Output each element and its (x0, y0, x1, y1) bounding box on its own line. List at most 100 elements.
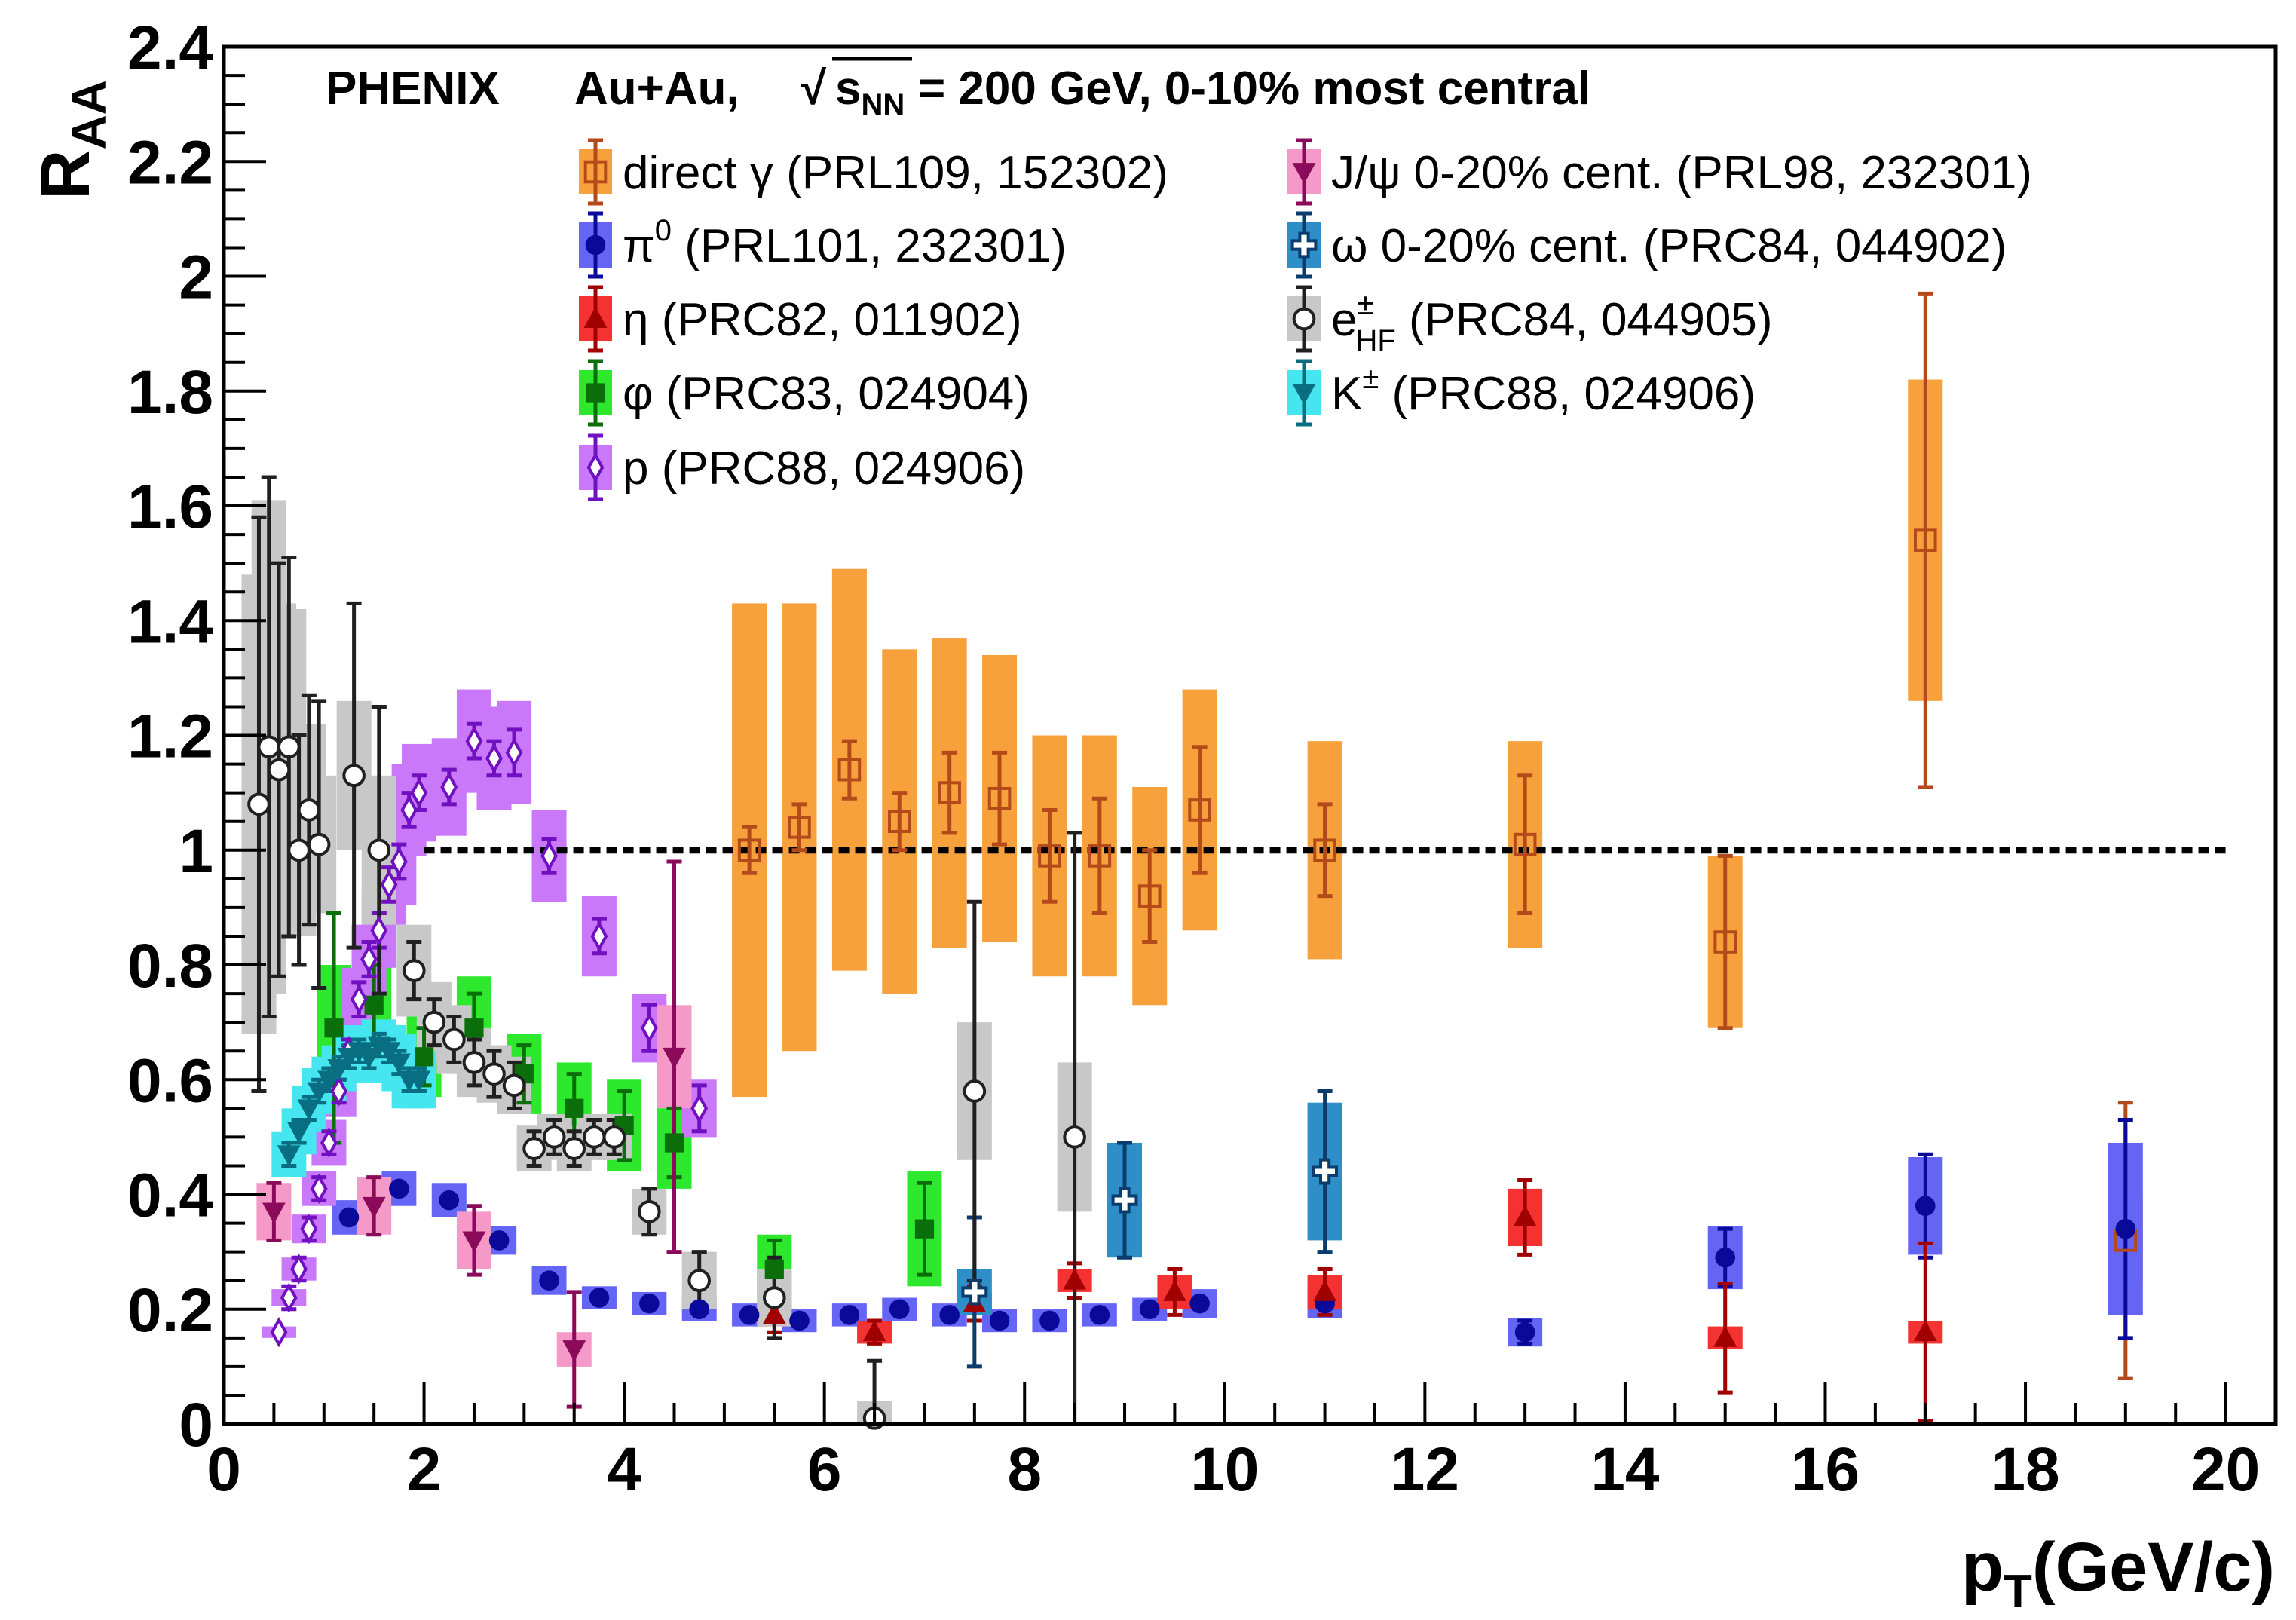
data-point-epm-hf (482, 1062, 506, 1086)
chart-header: PHENIX Au+Au, √ sNN = 200 GeV, 0-10% mos… (326, 57, 1590, 121)
data-point-phi (364, 995, 384, 1015)
legend-label: η (PRC82, 011902) (623, 294, 1022, 346)
data-point-p (360, 944, 378, 975)
data-point-pi0 (439, 1190, 460, 1211)
legend-name: η (623, 294, 648, 346)
y-tick-label: 1.4 (127, 587, 213, 656)
legend-name: K (1331, 368, 1362, 420)
legend-reference: (PRL101, 232301) (672, 220, 1067, 272)
data-point-epm-hf (267, 758, 291, 782)
legend-label: π0 (PRL101, 232301) (623, 214, 1067, 272)
x-tick-label: 4 (607, 1435, 641, 1504)
data-point-pi0 (1139, 1299, 1160, 1320)
x-tick-label: 20 (2191, 1435, 2260, 1504)
data-point-epm-hf (257, 735, 281, 759)
legend-name: π (623, 220, 655, 272)
legend-label: p (PRC88, 024906) (623, 443, 1025, 495)
y-tick-label: 0.8 (127, 932, 213, 1000)
data-point-p (640, 1012, 658, 1043)
data-point-direct-gamma (1713, 930, 1737, 954)
x-tick-label: 18 (1991, 1435, 2059, 1504)
data-point-p (300, 1214, 318, 1245)
data-markers (247, 528, 2138, 1430)
data-point-kpm (407, 1070, 431, 1092)
legend-marker (585, 234, 606, 256)
data-point-p (350, 984, 368, 1015)
y-tick-label: 1.8 (127, 358, 213, 427)
err-group-direct-gamma (742, 291, 2133, 1380)
legend-marker (586, 452, 605, 483)
legend-reference: (PRL109, 152302) (773, 147, 1168, 199)
legend-entry-kpm: K± (PRC88, 024906) (1287, 359, 1756, 427)
data-point-eta (1163, 1279, 1186, 1301)
data-point-pi0 (488, 1230, 510, 1251)
data-point-epm-hf (462, 1051, 486, 1074)
data-point-pi0 (2115, 1218, 2136, 1239)
data-point-eta (1063, 1268, 1087, 1290)
legend-reference: (PRC88, 024906) (648, 443, 1025, 495)
data-point-omega (1312, 1158, 1338, 1185)
data-point-epm-hf (687, 1269, 712, 1292)
legend-marker (1290, 231, 1318, 259)
data-point-epm-hf (422, 1010, 446, 1034)
x-axis-ticks: 0 2 4 6 8 10 12 14 16 18 20 (207, 1382, 2260, 1504)
legend-marker (1292, 307, 1316, 331)
data-point-pi0 (989, 1310, 1010, 1331)
sqrt-symbol: √ (801, 63, 827, 115)
data-point-p (400, 795, 418, 825)
data-point-j-psi (362, 1196, 386, 1218)
data-point-direct-gamma (1137, 884, 1162, 908)
data-point-direct-gamma (987, 786, 1012, 810)
data-point-p (280, 1282, 298, 1313)
data-point-omega (961, 1279, 988, 1306)
legend-marker (586, 383, 605, 403)
legend-superscript: ± (1357, 288, 1373, 321)
legend-superscript: 0 (655, 214, 672, 247)
y-tick-label: 2 (179, 243, 213, 312)
data-point-kpm (287, 1122, 311, 1144)
data-point-p (380, 869, 398, 900)
data-point-kpm (357, 1047, 381, 1069)
data-point-p (320, 1127, 338, 1159)
data-point-epm-hf (277, 735, 301, 759)
data-point-pi0 (689, 1299, 710, 1320)
x-tick-label: 10 (1190, 1435, 1259, 1504)
data-point-kpm (307, 1082, 331, 1104)
legend-marker (1292, 384, 1316, 406)
legend-marker (583, 306, 608, 328)
data-point-pi0 (338, 1207, 360, 1228)
legend-name: ω 0-20% cent. (1331, 220, 1630, 272)
y-tick-label: 2.4 (127, 14, 213, 82)
x-tick-label: 0 (207, 1435, 241, 1504)
data-point-kpm (317, 1070, 341, 1092)
data-point-pi0 (389, 1178, 409, 1199)
legend-subscript: HF (1355, 324, 1395, 357)
data-point-p (485, 743, 503, 774)
marker-group-pi0 (338, 1178, 2136, 1343)
data-point-phi (914, 1219, 935, 1239)
legend-entry-phi: φ (PRC83, 024904) (579, 359, 1030, 427)
data-point-direct-gamma (1038, 844, 1061, 868)
data-point-kpm (277, 1145, 301, 1167)
data-point-p (390, 846, 408, 877)
x-tick-label: 6 (807, 1435, 842, 1504)
legend-label: K± (PRC88, 024906) (1331, 362, 1756, 420)
legend-name: φ (623, 368, 653, 420)
y-tick-label: 1 (179, 817, 213, 886)
data-point-j-psi (462, 1231, 486, 1253)
data-point-p (505, 737, 523, 768)
legend-entry-eta: η (PRC82, 011902) (579, 285, 1022, 353)
data-point-p (590, 920, 608, 952)
legend-label: direct γ (PRL109, 152302) (623, 147, 1168, 199)
data-point-p (310, 1173, 328, 1205)
data-point-p (270, 1317, 288, 1348)
legend-entry-omega: ω 0-20% cent. (PRC84, 044902) (1287, 211, 2007, 279)
data-point-p (330, 1076, 348, 1107)
y-tick-label: 0.6 (127, 1046, 213, 1115)
data-point-direct-gamma (1188, 798, 1211, 822)
y-tick-label: 0.4 (127, 1162, 213, 1230)
legend-marker (583, 160, 608, 184)
data-point-epm-hf (762, 1286, 786, 1309)
legend-name: p (623, 443, 648, 495)
